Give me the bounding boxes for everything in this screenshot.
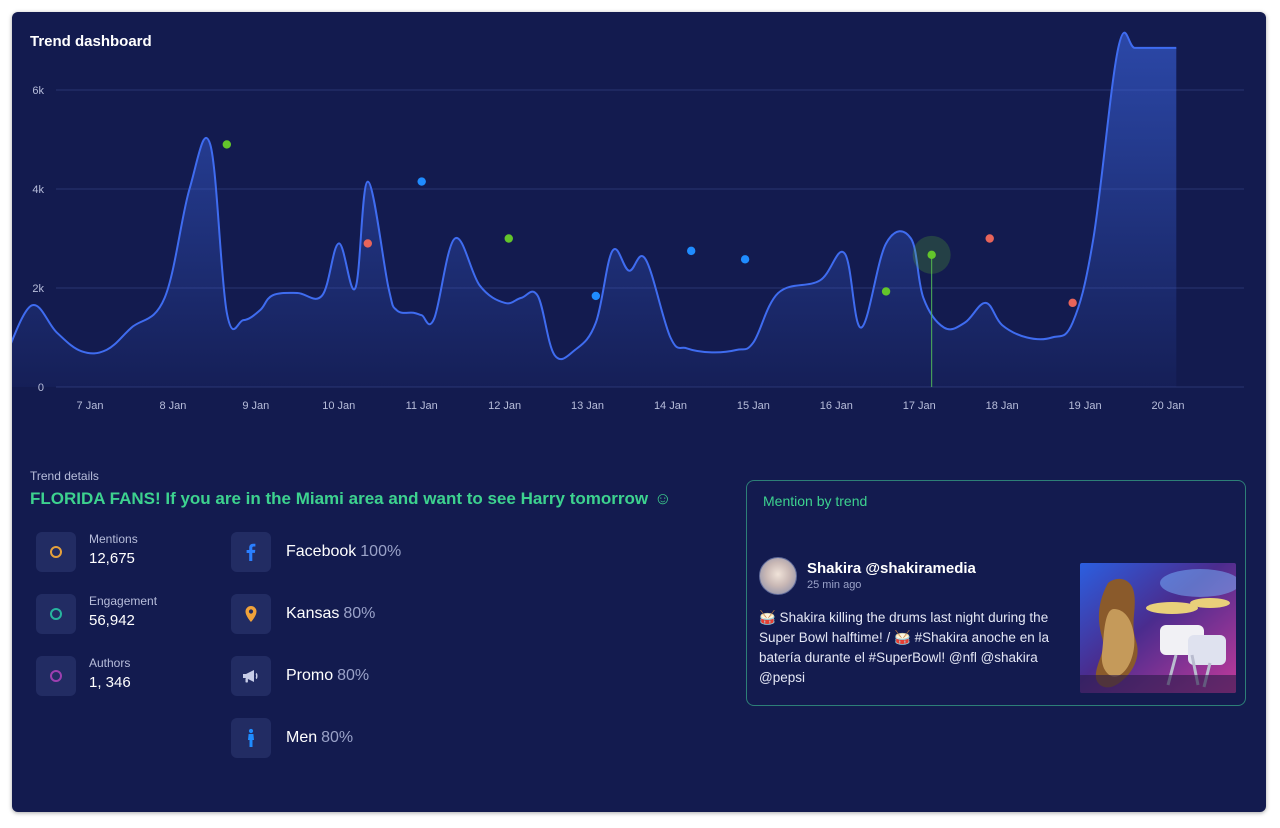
x-tick-label: 11 Jan [406, 400, 438, 412]
trend-point[interactable] [504, 234, 513, 243]
stat-label: Mentions [89, 532, 138, 546]
post-time: 25 min ago [807, 579, 862, 591]
trend-point[interactable] [363, 239, 372, 248]
mentions-icon [36, 532, 76, 572]
post-photo[interactable] [1080, 563, 1236, 693]
trend-chart: 0 2k 4k 6k 7 Jan 8 Jan 9 Jan 10 Jan 11 Jan 12 Jan… [12, 31, 1244, 412]
trend-line [12, 31, 1177, 361]
x-tick-label: 14 Jan [654, 400, 687, 412]
trend-headline-text: FLORIDA FANS! If you are in the Miami ar… [30, 489, 649, 508]
x-tick-label: 15 Jan [737, 400, 770, 412]
trend-point[interactable] [881, 287, 891, 296]
smiley-icon: ☺ [654, 489, 672, 508]
x-tick-label: 17 Jan [903, 400, 936, 412]
attribute-name: Facebook [286, 543, 357, 560]
trend-point[interactable] [927, 250, 936, 260]
location-pin-icon [231, 594, 271, 634]
trend-headline[interactable]: FLORIDA FANS! If you are in the Miami ar… [30, 489, 671, 509]
stat-label: Authors [89, 656, 131, 670]
post-text: 🥁 Shakira killing the drums last night d… [759, 610, 1049, 685]
attribute-name: Men [286, 729, 318, 746]
trend-point[interactable] [417, 177, 426, 186]
y-tick-label: 6k [32, 85, 44, 97]
y-tick-label: 2k [32, 283, 44, 295]
y-tick-label: 4k [32, 184, 44, 196]
x-tick-label: 13 Jan [571, 400, 604, 412]
mention-card-title: Mention by trend [763, 493, 868, 509]
x-tick-label: 20 Jan [1151, 400, 1184, 412]
megaphone-icon [231, 656, 271, 696]
author-name[interactable]: Shakira @shakiramedia [807, 560, 976, 577]
attribute-name: Kansas [286, 605, 340, 622]
man-icon [231, 718, 271, 758]
engagement-icon [36, 594, 76, 634]
x-tick-label: 16 Jan [820, 400, 853, 412]
facebook-icon [231, 532, 271, 572]
x-tick-label: 19 Jan [1069, 400, 1102, 412]
attribute-percent: 80% [343, 605, 376, 622]
trend-area-fill [12, 32, 1177, 387]
stat-value: 1, 346 [89, 674, 131, 691]
mention-by-trend-card[interactable]: Mention by trend Shakira @shakiramedia 2… [746, 480, 1246, 706]
trend-point[interactable] [222, 140, 232, 149]
stat-value: 56,942 [89, 612, 135, 629]
trend-point[interactable] [985, 234, 994, 243]
trend-point[interactable] [1068, 298, 1077, 308]
x-tick-label: 18 Jan [986, 400, 1019, 412]
x-tick-label: 7 Jan [77, 400, 104, 412]
attribute-percent: 80% [321, 729, 354, 746]
dashboard-title: Trend dashboard [30, 33, 152, 50]
trend-point[interactable] [686, 246, 696, 256]
stat-label: Engagement [89, 594, 158, 608]
x-tick-label: 12 Jan [488, 400, 521, 412]
attribute-name: Promo [286, 667, 334, 684]
x-tick-label: 10 Jan [322, 400, 355, 412]
trend-dashboard-card: Trend dashboard 0 2k 4k 6k 7 Jan 8 Jan 9 Jan 10… [12, 12, 1266, 812]
x-tick-label: 9 Jan [242, 400, 269, 412]
avatar[interactable] [759, 557, 797, 595]
attribute-percent: 80% [337, 667, 370, 684]
y-tick-label: 0 [38, 382, 44, 394]
trend-point[interactable] [740, 255, 750, 264]
trend-point[interactable] [591, 291, 601, 301]
trend-details-label: Trend details [30, 469, 99, 483]
stat-value: 12,675 [89, 550, 135, 567]
attribute-percent: 100% [360, 543, 402, 560]
x-tick-label: 8 Jan [159, 400, 186, 412]
authors-icon [36, 656, 76, 696]
